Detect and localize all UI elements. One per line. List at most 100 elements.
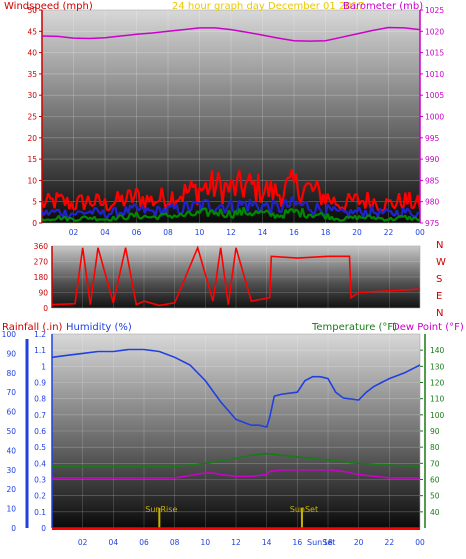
top-x-tick-label: 14 xyxy=(258,228,268,237)
humidity-tick-label: 40 xyxy=(6,446,16,455)
top-right-tick-label: 995 xyxy=(425,134,440,143)
top-x-tick-label: 22 xyxy=(384,228,394,237)
dewpoint-axis-title: Dew Point (°F) xyxy=(392,322,464,333)
bottom-x-tick-label: 14 xyxy=(262,538,272,547)
wind-series-line xyxy=(42,207,420,222)
dir-compass-label: N xyxy=(436,308,443,319)
barometer-line xyxy=(42,26,420,42)
top-left-tick-label: 40 xyxy=(27,49,37,58)
rain-tick-label: 0.8 xyxy=(34,395,46,404)
top-right-tick-label: 980 xyxy=(425,198,440,207)
top-right-tick-label: 990 xyxy=(425,155,440,164)
temp-tick-label: 60 xyxy=(430,476,440,485)
wind-direction-line xyxy=(52,246,420,307)
top-x-tick-label: 12 xyxy=(226,228,236,237)
top-x-tick-label: 02 xyxy=(69,228,79,237)
top-right-tick-label: 1025 xyxy=(425,6,444,15)
temp-tick-label: 120 xyxy=(430,379,445,388)
humidity-tick-label: 60 xyxy=(6,408,16,417)
panel-top-bg xyxy=(41,9,421,224)
bottom-x-tick-label: 10 xyxy=(201,538,211,547)
top-left-tick-label: 20 xyxy=(27,134,37,143)
wind-series-line xyxy=(42,196,420,219)
top-series-group xyxy=(42,26,420,222)
bottom-x-tick-label: 22 xyxy=(385,538,395,547)
top-right-tick-label: 985 xyxy=(425,176,440,185)
humidity-tick-label: 70 xyxy=(6,388,16,397)
temperature-axis-title: Temperature (°F) xyxy=(311,322,397,333)
bottom-x-tick-label: 16 xyxy=(293,538,303,547)
rain-tick-label: 1.1 xyxy=(34,346,46,355)
temp-tick-label: 90 xyxy=(430,427,440,436)
dir-compass-label: W xyxy=(436,257,446,268)
bottom-x-tick-label: 02 xyxy=(78,538,88,547)
rain-tick-label: 0.1 xyxy=(34,508,46,517)
bottom-x-tick-label: 04 xyxy=(109,538,119,547)
bottom-series-line xyxy=(52,468,420,479)
rain-tick-label: 0.4 xyxy=(34,459,46,468)
humidity-tick-label: 20 xyxy=(6,485,16,494)
top-right-tick-label: 975 xyxy=(425,219,440,228)
humidity-tick-label: 30 xyxy=(6,466,16,475)
rain-tick-label: 0.9 xyxy=(34,379,46,388)
temp-tick-label: 70 xyxy=(430,459,440,468)
top-right-tick-label: 1015 xyxy=(425,49,444,58)
humidity-tick-label: 0 xyxy=(11,524,16,533)
top-left-tick-label: 0 xyxy=(32,219,37,228)
bottom-x-tick-label: 12 xyxy=(231,538,241,547)
top-left-tick-label: 10 xyxy=(27,176,37,185)
bottom-x-tick-label: 06 xyxy=(139,538,149,547)
temp-tick-label: 130 xyxy=(430,362,445,371)
rainfall-axis-title: Rainfall (.in) xyxy=(2,322,63,333)
temp-tick-label: 140 xyxy=(430,346,445,355)
dir-compass-label: S xyxy=(436,274,442,285)
bottom-series-group xyxy=(52,348,420,528)
wind-series-line xyxy=(42,168,420,212)
bottom-x-tick-label: 20 xyxy=(354,538,364,547)
wind-axis-title: Windspeed (mph) xyxy=(4,1,93,12)
bottom-x-tick-label: 08 xyxy=(170,538,180,547)
barometer-axis-title: Barometer (mb) xyxy=(343,1,423,12)
top-left-tick-label: 25 xyxy=(27,113,37,122)
rain-tick-label: 0.7 xyxy=(34,411,46,420)
top-left-tick-label: 50 xyxy=(27,6,37,15)
chart-title: 24 hour graph day December 01 2017 xyxy=(172,1,364,12)
top-right-tick-label: 1000 xyxy=(425,113,444,122)
dir-compass-label: N xyxy=(436,240,443,251)
top-left-tick-label: 30 xyxy=(27,91,37,100)
rain-tick-label: 0.6 xyxy=(34,427,46,436)
humidity-tick-label: 80 xyxy=(6,369,16,378)
sun-marker-label: SunRise xyxy=(145,505,177,514)
bottom-x-tick-label: 18 xyxy=(323,538,333,547)
temp-tick-label: 110 xyxy=(430,395,445,404)
top-x-tick-label: 20 xyxy=(352,228,362,237)
temp-tick-label: 80 xyxy=(430,443,440,452)
dir-left-tick-label: 90 xyxy=(38,289,48,298)
dir-series-group xyxy=(52,246,420,307)
sunset-bottom-label: SunSet xyxy=(307,538,335,547)
humidity-tick-label: 50 xyxy=(6,427,16,436)
bottom-series-line xyxy=(52,348,420,429)
top-x-tick-label: 08 xyxy=(163,228,173,237)
top-right-tick-label: 1005 xyxy=(425,91,444,100)
dir-left-tick-label: 270 xyxy=(34,258,49,267)
panel-bottom-bg xyxy=(51,333,421,529)
rain-tick-label: 0.2 xyxy=(34,492,46,501)
bottom-series-line xyxy=(52,452,420,468)
top-x-tick-label: 00 xyxy=(415,228,425,237)
top-left-tick-label: 15 xyxy=(27,155,37,164)
dir-left-tick-label: 0 xyxy=(43,304,48,313)
rain-tick-label: 1 xyxy=(41,362,46,371)
bottom-x-tick-label: 00 xyxy=(415,538,425,547)
top-left-tick-label: 35 xyxy=(27,70,37,79)
top-x-tick-label: 18 xyxy=(321,228,331,237)
top-right-tick-label: 1020 xyxy=(425,27,444,36)
top-x-tick-label: 10 xyxy=(195,228,205,237)
rain-tick-label: 0 xyxy=(41,524,46,533)
dir-left-tick-label: 180 xyxy=(34,273,49,282)
top-x-tick-label: 04 xyxy=(100,228,110,237)
temp-tick-label: 100 xyxy=(430,411,445,420)
top-left-tick-label: 45 xyxy=(27,27,37,36)
top-right-tick-label: 1010 xyxy=(425,70,444,79)
